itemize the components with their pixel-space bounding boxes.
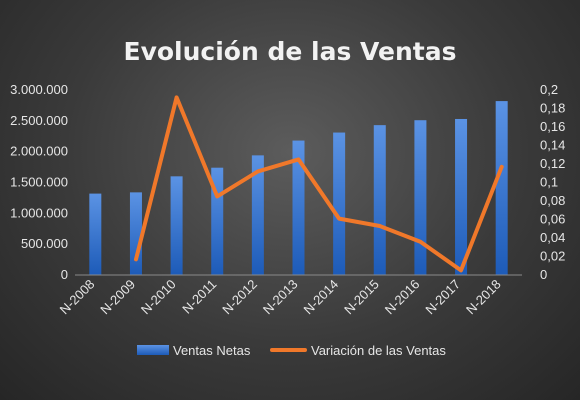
right-tick-label: 0,08 [540, 193, 565, 208]
bar-series-ventas-netas [89, 101, 508, 276]
bar-n-2018 [495, 101, 508, 275]
bar-n-2017 [455, 118, 468, 275]
legend-label-variacion: Variación de las Ventas [311, 343, 446, 358]
right-tick-label: 0 [540, 267, 547, 282]
x-tick-label: N-2013 [260, 277, 301, 318]
x-tick-label: N-2008 [57, 277, 98, 318]
legend-label-ventas-netas: Ventas Netas [173, 343, 251, 358]
bar-n-2016 [414, 120, 427, 275]
left-tick-label: 2.500.000 [10, 113, 68, 128]
left-tick-label: 1.500.000 [10, 175, 68, 190]
right-tick-label: 0,14 [540, 138, 565, 153]
right-tick-label: 0,16 [540, 119, 565, 134]
bar-n-2010 [170, 176, 183, 275]
right-tick-label: 0,12 [540, 156, 565, 171]
legend: Ventas Netas Variación de las Ventas [137, 343, 446, 358]
x-tick-label: N-2017 [422, 277, 463, 318]
left-tick-label: 3.000.000 [10, 82, 68, 97]
right-tick-label: 0,04 [540, 230, 565, 245]
line-series-variacion [134, 95, 504, 273]
bar-n-2014 [333, 132, 346, 275]
chart-title: Evolución de las Ventas [124, 37, 457, 66]
legend-swatch-ventas-netas [137, 345, 169, 355]
bar-n-2015 [373, 125, 386, 276]
right-y-axis: 0 0,02 0,04 0,06 0,08 0,1 0,12 0,14 0,16 0,18 0,2 [540, 82, 565, 282]
right-tick-label: 0,18 [540, 101, 565, 116]
right-tick-label: 0,06 [540, 212, 565, 227]
right-tick-label: 0,02 [540, 249, 565, 264]
x-tick-label: N-2016 [382, 277, 423, 318]
left-tick-label: 0 [61, 267, 68, 282]
left-tick-label: 500.000 [21, 236, 68, 251]
x-tick-label: N-2012 [219, 277, 260, 318]
x-tick-label: N-2014 [300, 277, 341, 318]
variacion-line [134, 95, 504, 273]
right-tick-label: 0,1 [540, 175, 558, 190]
left-tick-label: 2.000.000 [10, 144, 68, 159]
x-axis: N-2008 N-2009 N-2010 N-2011 N-2012 N-2013 N-20… [57, 277, 504, 318]
x-tick-label: N-2011 [179, 277, 219, 317]
right-tick-label: 0,2 [540, 82, 558, 97]
bar-n-2012 [251, 155, 264, 275]
left-y-axis: 0 500.000 1.000.000 1.500.000 2.000.000 2.500… [10, 82, 68, 282]
bar-n-2013 [292, 140, 305, 275]
x-tick-label: N-2018 [463, 277, 504, 318]
left-tick-label: 1.000.000 [10, 205, 68, 220]
bar-n-2009 [129, 192, 142, 275]
x-tick-label: N-2015 [341, 277, 382, 318]
x-tick-label: N-2009 [97, 277, 138, 318]
x-tick-label: N-2010 [138, 277, 179, 318]
bar-n-2008 [89, 193, 102, 275]
